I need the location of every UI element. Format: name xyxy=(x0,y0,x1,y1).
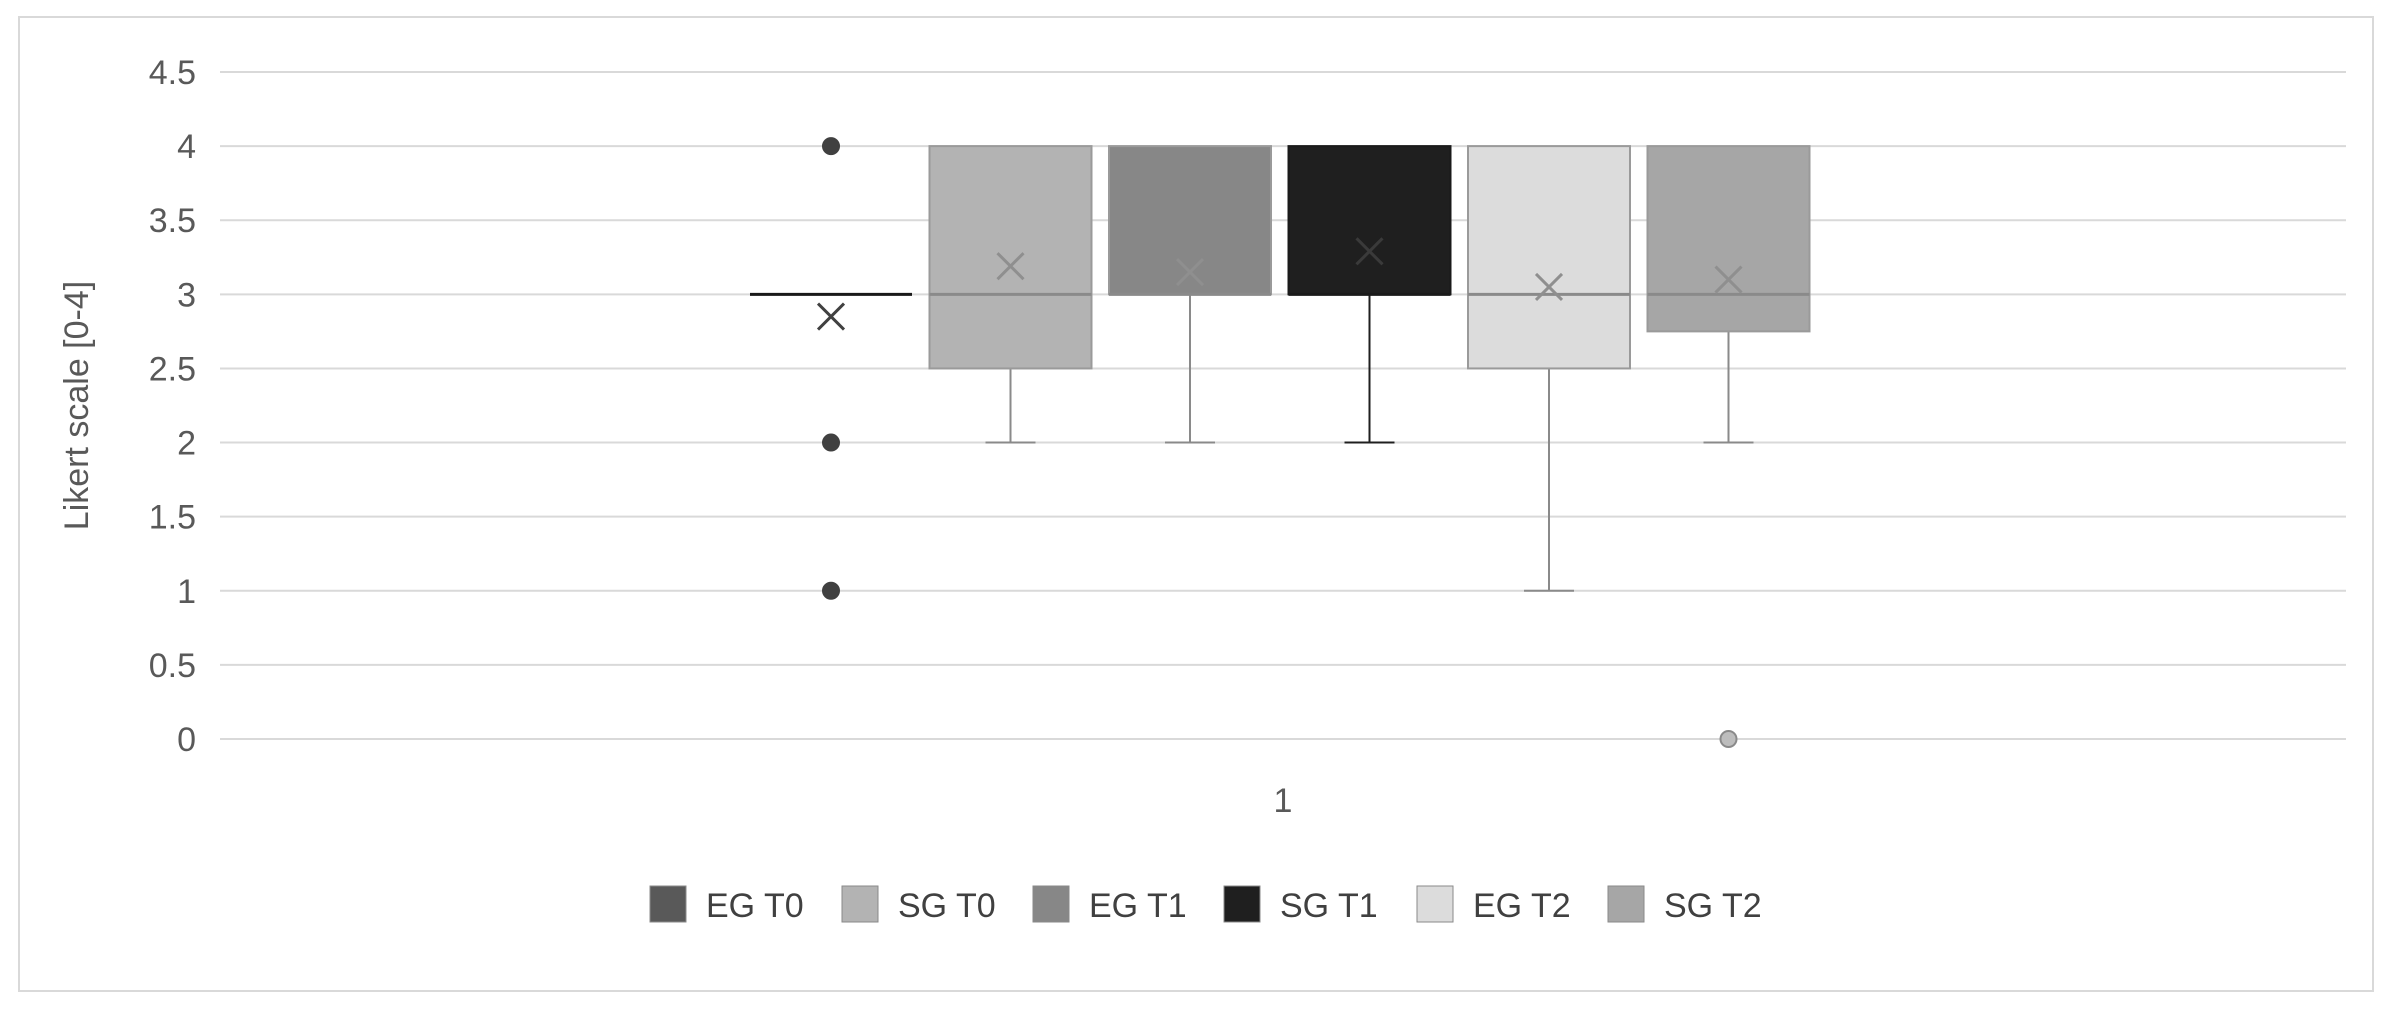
outlier-point xyxy=(822,581,840,600)
legend: EG T0 SG T0 EG T1 SG T1 EG T2 SG T2 xyxy=(649,885,1762,925)
box-series-sg-t0 xyxy=(928,145,1093,444)
box xyxy=(928,145,1093,370)
mean-marker xyxy=(1534,272,1564,301)
legend-label: EG T2 xyxy=(1473,887,1571,925)
legend-label: SG T2 xyxy=(1664,887,1762,925)
legend-label: SG T0 xyxy=(898,887,996,925)
mean-marker xyxy=(1175,258,1205,287)
box xyxy=(1646,145,1811,333)
y-tick-label: 4 xyxy=(177,128,196,166)
legend-label: EG T0 xyxy=(706,887,804,925)
box-series-eg-t1 xyxy=(1108,145,1272,444)
y-tick-label: 3.5 xyxy=(149,202,196,240)
y-tick-label: 0.5 xyxy=(149,647,196,685)
legend-item-eg-t0: EG T0 xyxy=(649,885,804,925)
y-tick-label: 4.5 xyxy=(149,54,196,92)
box-series-sg-t1 xyxy=(1287,145,1452,444)
legend-swatch xyxy=(1032,885,1070,923)
y-tick-label: 3 xyxy=(177,276,196,314)
y-tick-label: 2.5 xyxy=(149,350,196,388)
y-tick-label: 1.5 xyxy=(149,499,196,537)
legend-label: EG T1 xyxy=(1089,887,1187,925)
box xyxy=(1287,145,1452,296)
outlier-point xyxy=(822,433,840,452)
box-series-eg-t0 xyxy=(750,137,912,600)
legend-swatch xyxy=(1607,885,1645,923)
plot-area xyxy=(750,137,1811,748)
mean-marker xyxy=(816,302,846,331)
y-axis-ticks: 0 0.5 1 1.5 2 2.5 3 3.5 4 4.5 xyxy=(149,54,196,759)
legend-swatch xyxy=(649,885,687,923)
y-tick-label: 0 xyxy=(177,721,196,759)
legend-item-sg-t2: SG T2 xyxy=(1607,885,1762,925)
outlier-point xyxy=(1719,730,1738,748)
mean-marker xyxy=(996,252,1025,281)
box xyxy=(1108,145,1272,296)
box-series-sg-t2 xyxy=(1646,145,1811,748)
legend-item-eg-t1: EG T1 xyxy=(1032,885,1187,925)
legend-swatch xyxy=(841,885,879,923)
box-series-eg-t2 xyxy=(1467,145,1631,592)
legend-swatch xyxy=(1416,885,1454,923)
y-axis-title: Likert scale [0-4] xyxy=(58,281,96,530)
legend-item-eg-t2: EG T2 xyxy=(1416,885,1571,925)
mean-marker xyxy=(1355,237,1384,266)
gridlines xyxy=(220,71,2346,740)
legend-item-sg-t0: SG T0 xyxy=(841,885,996,925)
box xyxy=(1467,145,1631,370)
legend-label: SG T1 xyxy=(1280,887,1378,925)
y-tick-label: 2 xyxy=(177,425,196,463)
x-category-label: 1 xyxy=(1274,782,1293,820)
legend-swatch xyxy=(1223,885,1261,923)
y-tick-label: 1 xyxy=(177,573,196,611)
outlier-point xyxy=(822,137,840,156)
legend-item-sg-t1: SG T1 xyxy=(1223,885,1378,925)
mean-marker xyxy=(1714,265,1743,294)
